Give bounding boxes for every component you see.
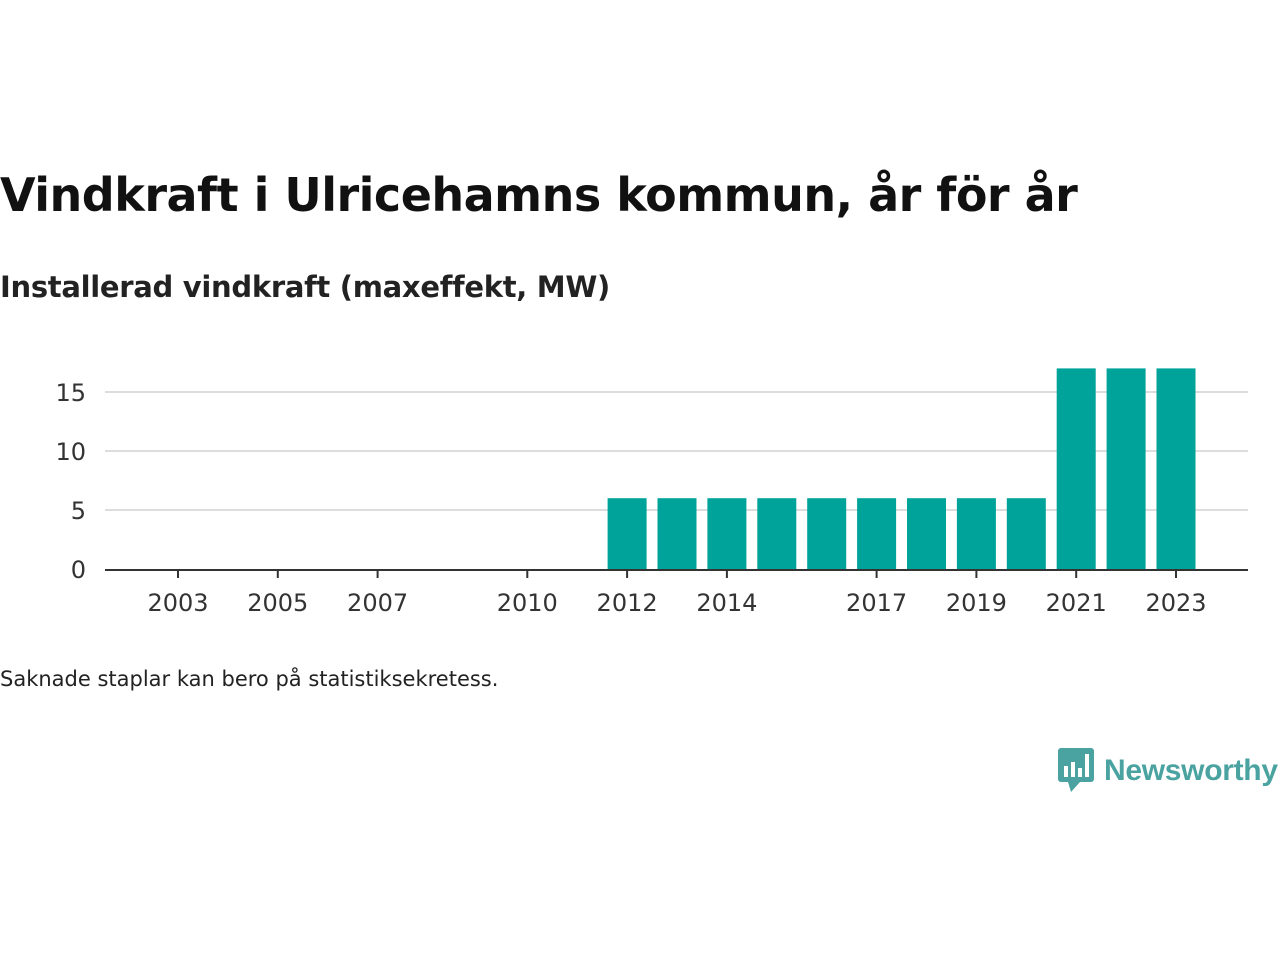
- y-tick-label: 10: [55, 438, 86, 466]
- x-tick-label: 2019: [946, 589, 1007, 617]
- x-tick-label: 2012: [597, 589, 658, 617]
- bar-2023: [1156, 368, 1196, 569]
- bar-2016: [807, 498, 847, 569]
- bar-2017: [857, 498, 897, 569]
- x-tick-label: 2017: [846, 589, 907, 617]
- newsworthy-logo-icon: [1058, 748, 1094, 792]
- y-tick-label: 5: [71, 497, 86, 525]
- brand-name: Newsworthy: [1104, 754, 1278, 787]
- bar-2012: [607, 498, 647, 569]
- chart-title: Vindkraft i Ulricehamns kommun, år för å…: [0, 168, 1078, 222]
- bar-2015: [757, 498, 797, 569]
- bar-2021: [1056, 368, 1096, 569]
- bar-2019: [956, 498, 996, 569]
- x-tick-label: 2014: [696, 589, 757, 617]
- y-tick-label: 15: [55, 379, 86, 407]
- footnote: Saknade staplar kan bero på statistiksek…: [0, 667, 499, 691]
- chart-subtitle: Installerad vindkraft (maxeffekt, MW): [0, 270, 610, 304]
- bar-2018: [907, 498, 946, 569]
- x-tick-label: 2023: [1145, 589, 1206, 617]
- x-tick-label: 2021: [1046, 589, 1107, 617]
- y-axis-labels: 0 5 10 15: [55, 379, 86, 584]
- brand-logo[interactable]: Newsworthy: [1058, 748, 1278, 794]
- x-tick-label: 2003: [147, 589, 208, 617]
- bar-chart: 2003 2005 2007 2010 2012 2014 2017 2019 2021 2023…: [55, 368, 1248, 617]
- x-tick-label: 2007: [347, 589, 408, 617]
- bar-2020: [1006, 498, 1046, 569]
- bar-2013: [657, 498, 697, 569]
- bar-2022: [1106, 368, 1146, 569]
- x-axis: 2003 2005 2007 2010 2012 2014 2017 2019 2021 2023: [105, 569, 1248, 617]
- x-tick-label: 2005: [247, 589, 308, 617]
- bar-2014: [707, 498, 747, 569]
- y-tick-label: 0: [71, 556, 86, 584]
- x-tick-label: 2010: [497, 589, 558, 617]
- bars: [607, 368, 1196, 569]
